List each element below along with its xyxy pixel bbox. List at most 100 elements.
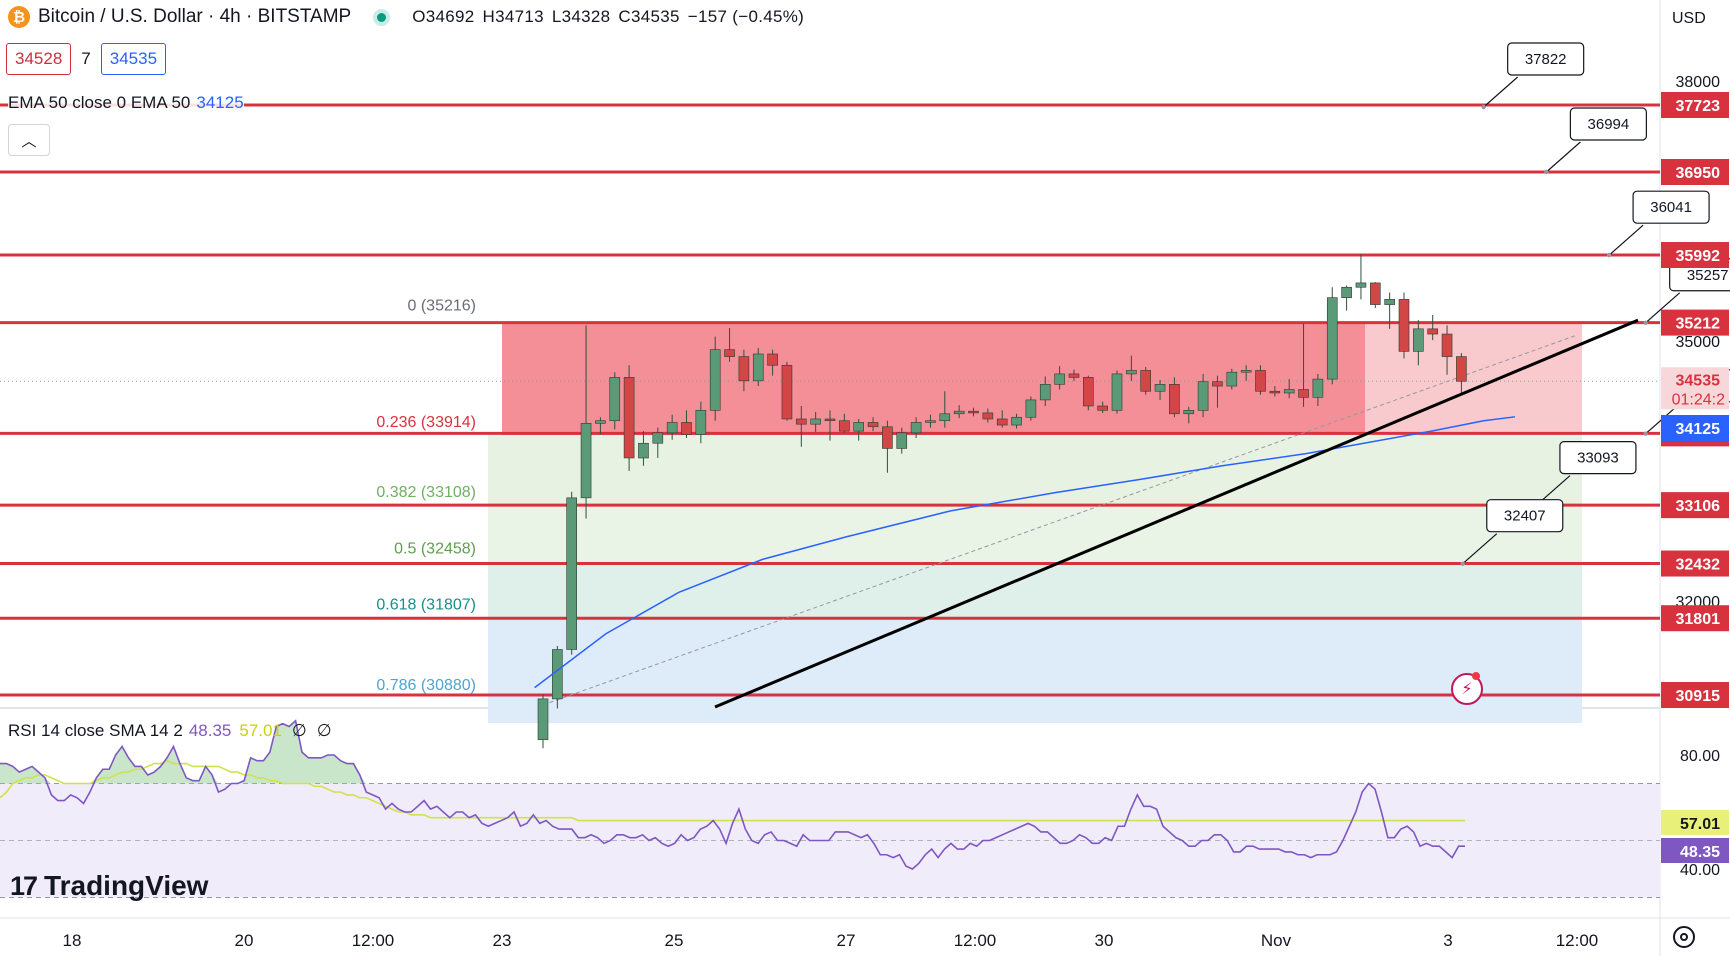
callout-label: 37822 bbox=[1525, 51, 1567, 68]
callout-box[interactable] bbox=[1569, 107, 1647, 141]
candle[interactable] bbox=[882, 420, 893, 473]
candle[interactable] bbox=[1413, 320, 1424, 366]
candle[interactable] bbox=[839, 413, 850, 433]
candle[interactable] bbox=[1326, 287, 1338, 385]
candle[interactable] bbox=[709, 336, 721, 421]
candle-body bbox=[925, 420, 936, 423]
candle[interactable] bbox=[1226, 368, 1238, 390]
candle-body bbox=[1384, 299, 1395, 305]
candle[interactable] bbox=[1097, 401, 1108, 413]
collapse-legend-button[interactable]: ︿ bbox=[8, 124, 50, 156]
candle[interactable] bbox=[1140, 366, 1151, 395]
tradingview-logo[interactable]: 17 TradingView bbox=[10, 870, 208, 902]
candle[interactable] bbox=[867, 417, 879, 432]
callout-box[interactable] bbox=[1632, 190, 1710, 224]
ema-50-line[interactable] bbox=[534, 416, 1516, 689]
candle[interactable] bbox=[1083, 375, 1094, 411]
candle[interactable] bbox=[1283, 379, 1295, 399]
candle[interactable] bbox=[982, 408, 994, 423]
candle[interactable] bbox=[896, 427, 908, 454]
candle[interactable] bbox=[939, 391, 951, 428]
candle[interactable] bbox=[695, 401, 707, 444]
candle[interactable] bbox=[1111, 370, 1123, 414]
candle[interactable] bbox=[681, 410, 692, 439]
candle[interactable] bbox=[609, 372, 621, 430]
buy-price-button[interactable]: 34535 bbox=[100, 43, 167, 75]
candle[interactable] bbox=[623, 365, 635, 471]
candle[interactable] bbox=[1312, 373, 1324, 406]
candle[interactable] bbox=[824, 410, 836, 441]
candle[interactable] bbox=[595, 417, 606, 435]
candle[interactable] bbox=[925, 414, 936, 428]
candle[interactable] bbox=[1255, 365, 1266, 395]
candle[interactable] bbox=[1355, 254, 1367, 300]
candle[interactable] bbox=[1456, 353, 1467, 393]
market-status-icon[interactable] bbox=[377, 12, 387, 22]
candle[interactable] bbox=[1269, 386, 1281, 397]
candle-body bbox=[1039, 384, 1051, 401]
settings-gear-icon[interactable] bbox=[1673, 926, 1695, 948]
candle-body bbox=[1197, 381, 1209, 411]
price-level-tag-label: 35992 bbox=[1676, 248, 1721, 265]
candle[interactable] bbox=[1154, 379, 1166, 400]
rsi-legend-extra-1: ∅ bbox=[291, 721, 307, 740]
candle[interactable] bbox=[1025, 396, 1037, 421]
candle[interactable] bbox=[552, 646, 563, 709]
candle[interactable] bbox=[738, 349, 750, 392]
candle[interactable] bbox=[1169, 377, 1180, 418]
candle[interactable] bbox=[1054, 366, 1065, 390]
callout-box[interactable] bbox=[1507, 42, 1585, 76]
candle[interactable] bbox=[580, 325, 592, 519]
ema-legend[interactable]: EMA 50 close 0 EMA 50 34125 bbox=[8, 93, 244, 113]
candle[interactable] bbox=[1341, 285, 1352, 311]
symbol-title[interactable]: Bitcoin / U.S. Dollar · 4h · BITSTAMP bbox=[38, 6, 352, 27]
candle[interactable] bbox=[566, 491, 578, 655]
candle[interactable] bbox=[810, 412, 821, 432]
trend-line[interactable] bbox=[714, 318, 1639, 709]
candle[interactable] bbox=[968, 407, 979, 417]
candle-body bbox=[1097, 405, 1108, 411]
candle[interactable] bbox=[752, 347, 764, 387]
callout-anchor bbox=[1481, 104, 1486, 110]
rsi-line[interactable] bbox=[0, 719, 1465, 870]
sell-price-button[interactable]: 34528 bbox=[6, 43, 72, 75]
candle[interactable] bbox=[724, 327, 735, 362]
candle[interactable] bbox=[1370, 282, 1381, 309]
price-level-tag bbox=[1661, 682, 1729, 708]
candle[interactable] bbox=[767, 349, 778, 376]
candle[interactable] bbox=[1441, 325, 1453, 375]
candle[interactable] bbox=[996, 410, 1008, 428]
candle-body bbox=[1298, 389, 1309, 398]
candle[interactable] bbox=[910, 417, 922, 439]
rsi-sma-line[interactable] bbox=[0, 759, 1465, 822]
candle[interactable] bbox=[781, 361, 793, 421]
candle[interactable] bbox=[795, 405, 807, 447]
candle-body bbox=[795, 418, 807, 425]
candle[interactable] bbox=[1068, 369, 1080, 381]
candle[interactable] bbox=[1197, 373, 1209, 418]
rsi-legend[interactable]: RSI 14 close SMA 14 2 48.35 57.01 ∅ ∅ bbox=[8, 721, 332, 741]
candle[interactable] bbox=[1011, 413, 1022, 429]
candle[interactable] bbox=[666, 414, 678, 440]
candle[interactable] bbox=[1427, 314, 1438, 341]
candle[interactable] bbox=[1039, 376, 1051, 406]
tradingview-logo-text: TradingView bbox=[44, 870, 209, 901]
candle[interactable] bbox=[537, 694, 549, 749]
candle[interactable] bbox=[1398, 292, 1410, 359]
currency-label[interactable]: USD bbox=[1672, 10, 1706, 27]
candle[interactable] bbox=[638, 431, 649, 466]
candle-body bbox=[752, 353, 764, 382]
candle[interactable] bbox=[1126, 355, 1137, 381]
candle[interactable] bbox=[1183, 406, 1195, 424]
candle[interactable] bbox=[1384, 292, 1395, 329]
candle[interactable] bbox=[1212, 375, 1223, 408]
candle[interactable] bbox=[1240, 365, 1252, 381]
candle[interactable] bbox=[853, 418, 865, 441]
candle[interactable] bbox=[953, 405, 965, 419]
callout-box[interactable] bbox=[1486, 499, 1564, 533]
candle[interactable] bbox=[1298, 323, 1309, 407]
candle[interactable] bbox=[652, 427, 664, 458]
callout-box[interactable] bbox=[1559, 441, 1637, 475]
fib-zone-0.5-0.618 bbox=[488, 561, 1582, 618]
